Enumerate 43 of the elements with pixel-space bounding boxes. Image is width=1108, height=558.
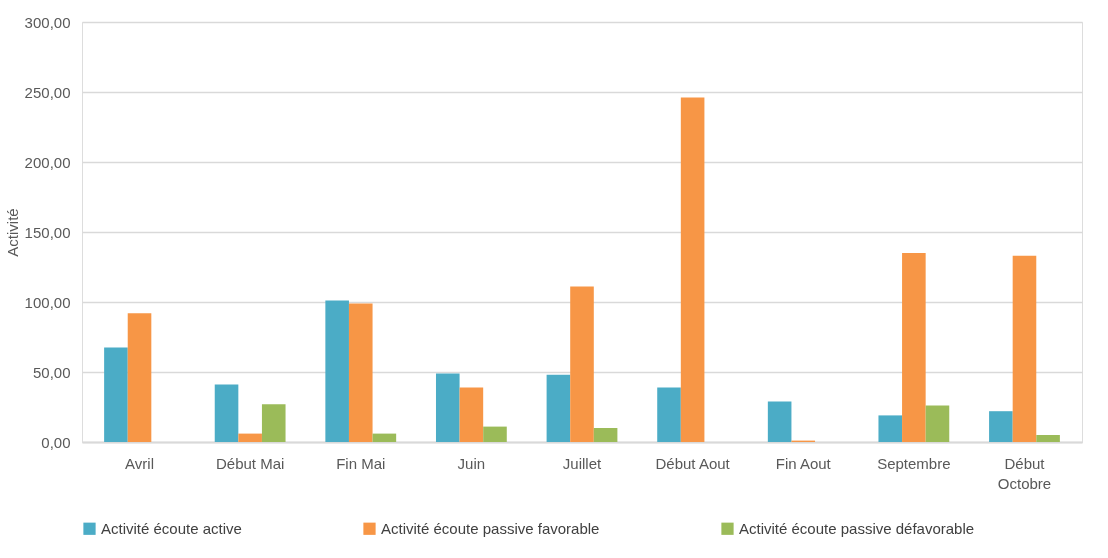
bar (989, 411, 1013, 442)
bar (214, 384, 239, 442)
bar (261, 404, 286, 442)
bar (680, 97, 705, 442)
x-tick-label: Début Aout (655, 454, 731, 472)
x-tick-label: Début Mai (215, 454, 285, 472)
bar (435, 373, 460, 442)
legend-label: Activité écoute active (101, 519, 242, 537)
y-axis-title: Activité (3, 208, 21, 257)
bar (127, 313, 152, 442)
bar (1036, 435, 1060, 442)
bar (483, 426, 507, 442)
x-tick-label: Avril (125, 454, 154, 472)
x-tick-label: Septembre (877, 454, 951, 472)
y-tick-label: 300,00 (24, 13, 71, 31)
y-tick-label: 100,00 (24, 293, 71, 311)
legend-label: Activité écoute passive favorable (381, 519, 600, 537)
bar (925, 405, 950, 442)
x-tick-label: Juin (457, 454, 486, 472)
bar (878, 415, 903, 442)
bar (1012, 255, 1037, 442)
legend-label: Activité écoute passive défavorable (739, 519, 975, 537)
bar (372, 433, 397, 442)
y-tick-label: 50,00 (32, 363, 71, 381)
x-tick-label: Juillet (562, 454, 602, 472)
y-tick-label: 200,00 (24, 153, 71, 171)
y-tick-label: 0,00 (41, 433, 71, 451)
bar (657, 387, 681, 442)
bar (593, 428, 618, 442)
bar (902, 253, 926, 442)
bar (238, 433, 262, 442)
x-tick-label: Fin Aout (775, 454, 832, 472)
x-tick-label: Fin Mai (336, 454, 386, 472)
bar (546, 374, 571, 442)
bar (104, 347, 128, 442)
bar (767, 401, 792, 442)
y-tick-label: 150,00 (24, 223, 71, 241)
bar (459, 387, 484, 442)
bar (348, 303, 373, 442)
bar (325, 300, 349, 442)
y-tick-label: 250,00 (24, 83, 71, 101)
bar (570, 286, 594, 442)
x-tick-label: Début Octobre (997, 454, 1052, 492)
